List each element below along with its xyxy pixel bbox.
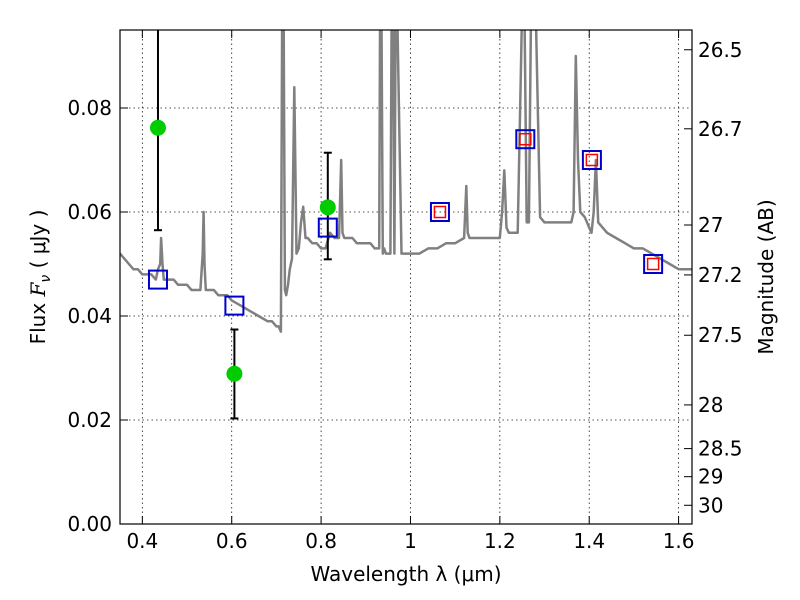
model-magnitude-square [515,129,536,150]
model-magnitude-square [224,295,245,316]
x-tick-label: 0.4 [126,529,158,553]
y-tick-label: 0.08 [67,96,112,120]
observed-photometry-point [319,199,336,216]
x-tick-label: 0.6 [216,529,248,553]
right-tick-label: 26.7 [698,117,743,141]
model-magnitude-square [317,217,338,238]
spectrum-layer [120,30,692,333]
tick-layer: 0.4 0.6 0.8 1 1.2 1.4 1.6 0.00 0.02 0.04 0.06 0.08 2… [67,30,743,553]
observed-photometry-point [226,365,243,382]
x-tick-label: 1.4 [573,529,605,553]
x-tick-label: 1.2 [484,529,516,553]
model-magnitude-square [581,150,602,170]
model-spectrum-line [120,30,692,333]
right-tick-label: 27.5 [698,323,743,347]
plot-frame [119,29,693,525]
x-axis-label: Wavelength λ (μm) [310,562,501,586]
x-tick-label: 1.6 [663,529,695,553]
model-magnitude-inner-square [433,205,447,219]
right-tick-label: 27 [698,213,723,237]
right-tick-label: 30 [698,493,723,517]
x-tick-label: 0.8 [305,529,337,553]
right-tick-label: 28.5 [698,437,743,461]
model-magnitude-inner-square [646,257,660,271]
right-axis-label: Magnitude (AB) [754,199,778,354]
y-tick-label: 0.02 [67,408,112,432]
right-tick-label: 26.5 [698,38,743,62]
model-magnitude-square [643,254,664,274]
model-magnitude-inner-square [585,153,599,167]
observed-photometry-point [149,119,166,136]
right-tick-label: 27.2 [698,263,743,287]
y-tick-label: 0.04 [67,304,112,328]
y-tick-label: 0.00 [67,512,112,536]
marker-layer [147,119,664,382]
model-magnitude-square [429,202,450,222]
model-magnitude-square [147,269,168,290]
right-tick-label: 29 [698,465,723,489]
model-magnitude-inner-square [519,132,532,146]
right-tick-label: 28 [698,393,723,417]
y-axis-label: Flux Fν ( μJy ) [26,210,54,345]
y-tick-label: 0.06 [67,200,112,224]
x-tick-label: 1 [404,529,417,553]
